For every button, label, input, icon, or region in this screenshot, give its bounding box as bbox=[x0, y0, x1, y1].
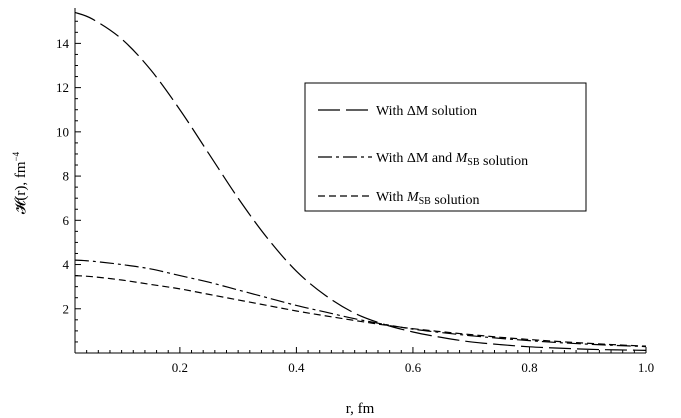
x-tick-label: 0.6 bbox=[405, 360, 422, 375]
legend-box bbox=[304, 82, 587, 212]
x-axis-title: r, fm bbox=[346, 401, 375, 417]
y-tick-label: 8 bbox=[63, 169, 70, 184]
y-tick-label: 12 bbox=[56, 80, 69, 95]
x-tick-label: 0.2 bbox=[172, 360, 188, 375]
y-axis-title: 𝓗(r), fm−4 bbox=[11, 151, 29, 214]
axes: 0.2 0.4 0.6 0.8 1.0 2 4 6 8 10 12 14 bbox=[56, 8, 654, 375]
x-tick-label: 0.4 bbox=[288, 360, 305, 375]
legend: With ΔM solution With ΔM and MSB solution… bbox=[304, 82, 587, 212]
legend-label-3: With MSB solution bbox=[376, 190, 479, 208]
series-line-2 bbox=[74, 259, 647, 348]
legend-label-2: With ΔM and MSB solution bbox=[376, 151, 528, 169]
axis-titles: r, fm 𝓗(r), fm−4 bbox=[11, 151, 375, 417]
y-tick-label: 6 bbox=[63, 213, 70, 228]
y-tick-label: 4 bbox=[63, 257, 70, 272]
y-tick-label: 10 bbox=[56, 124, 69, 139]
series-line-3 bbox=[74, 275, 647, 347]
y-tick-label: 2 bbox=[63, 301, 70, 316]
series-layer bbox=[74, 11, 647, 351]
legend-label-1: With ΔM solution bbox=[376, 104, 477, 119]
y-tick-label: 14 bbox=[56, 36, 70, 51]
x-tick-label: 1.0 bbox=[638, 360, 654, 375]
x-tick-label: 0.8 bbox=[521, 360, 537, 375]
series-line-1 bbox=[74, 11, 647, 351]
